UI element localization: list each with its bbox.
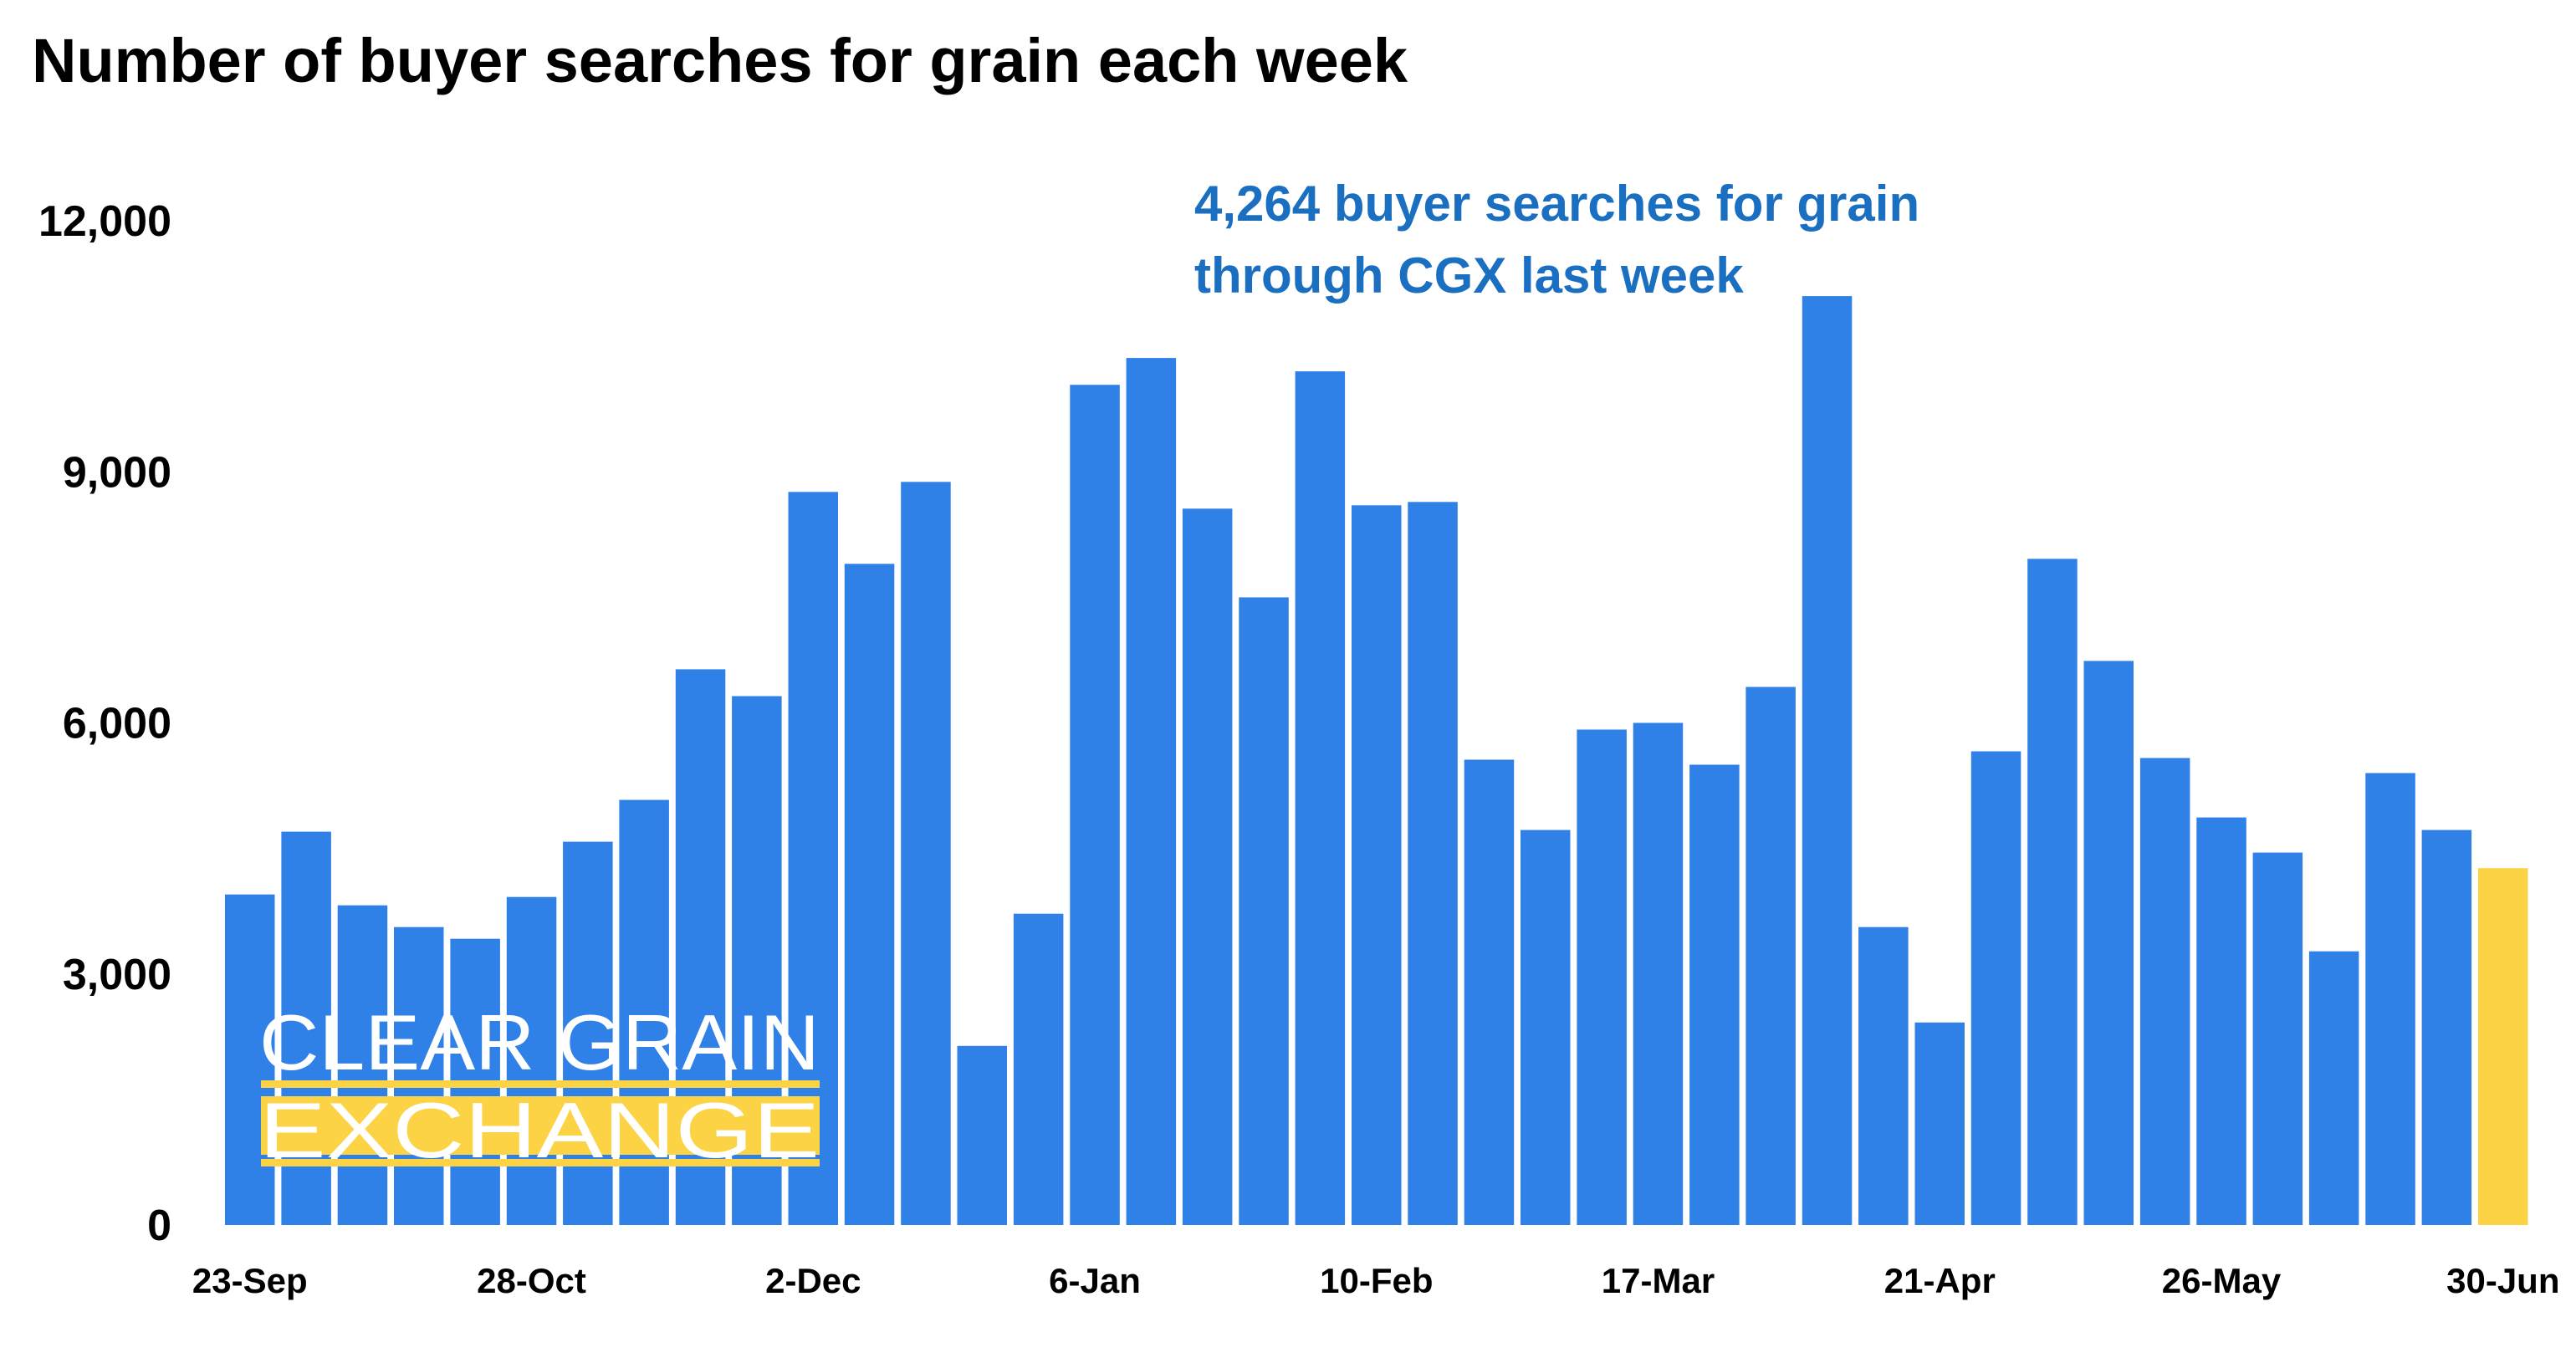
x-tick-label: 2-Dec: [765, 1261, 861, 1300]
bar: [1013, 913, 1064, 1225]
x-tick-label: 17-Mar: [1602, 1261, 1715, 1300]
bar-highlight: [2478, 868, 2528, 1225]
bar: [2308, 951, 2359, 1225]
bar: [1352, 505, 1402, 1225]
bar: [2252, 852, 2303, 1225]
y-axis: 0 3,000 6,000 9,000 12,000: [38, 197, 171, 1250]
bar: [1239, 597, 1289, 1225]
clear-grain-exchange-logo: CLEAR GRAIN EXCHANGE: [259, 998, 820, 1174]
logo-text-line-2: EXCHANGE: [259, 1086, 820, 1174]
y-tick-label: 3,000: [63, 951, 171, 999]
annotation-line-1: 4,264 buyer searches for grain: [1194, 176, 1919, 232]
bar: [1408, 502, 1458, 1225]
bar: [1745, 687, 1796, 1225]
x-tick-label: 21-Apr: [1884, 1261, 1996, 1300]
bar: [394, 926, 444, 1225]
x-tick-label: 28-Oct: [477, 1261, 586, 1300]
bar: [1633, 722, 1684, 1225]
bar: [506, 896, 557, 1225]
bar: [1295, 371, 1346, 1226]
y-tick-label: 9,000: [63, 448, 171, 497]
bar: [1802, 296, 1853, 1226]
bar: [1689, 764, 1740, 1225]
bar: [2365, 773, 2415, 1225]
bar: [1464, 759, 1515, 1225]
logo-accent-line-top: [261, 1080, 820, 1088]
x-tick-label: 26-May: [2162, 1261, 2282, 1300]
bar: [2196, 817, 2246, 1225]
chart-title: Number of buyer searches for grain each …: [32, 26, 1408, 95]
bar: [225, 894, 275, 1225]
y-tick-label: 6,000: [63, 700, 171, 748]
x-tick-label: 23-Sep: [192, 1261, 308, 1300]
bar: [1914, 1022, 1965, 1225]
bar: [1182, 508, 1233, 1225]
x-axis: 23-Sep 28-Oct 2-Dec 6-Jan 10-Feb 17-Mar 21-Apr…: [192, 1261, 2560, 1300]
bar: [844, 564, 895, 1225]
x-tick-label: 10-Feb: [1320, 1261, 1433, 1300]
bar: [2139, 758, 2190, 1225]
bar: [901, 482, 951, 1225]
logo-text-line-1: CLEAR GRAIN: [259, 998, 820, 1086]
annotation-line-2: through CGX last week: [1194, 248, 1744, 304]
x-tick-label: 6-Jan: [1049, 1261, 1141, 1300]
bar: [337, 905, 388, 1225]
bar: [1070, 385, 1120, 1225]
bar: [1858, 926, 1909, 1225]
bar: [2083, 661, 2134, 1225]
y-tick-label: 0: [147, 1202, 171, 1250]
x-tick-label: 30-Jun: [2446, 1261, 2559, 1300]
bar: [1126, 358, 1177, 1226]
bar: [1577, 729, 1627, 1225]
logo-accent-line-bottom: [261, 1159, 820, 1166]
logo-accent-band: [261, 1096, 820, 1155]
bar: [2027, 559, 2078, 1225]
bar: [2421, 829, 2472, 1225]
bar: [1521, 829, 1571, 1225]
y-tick-label: 12,000: [38, 197, 171, 246]
bar: [1970, 751, 2021, 1225]
bar: [957, 1045, 1007, 1225]
